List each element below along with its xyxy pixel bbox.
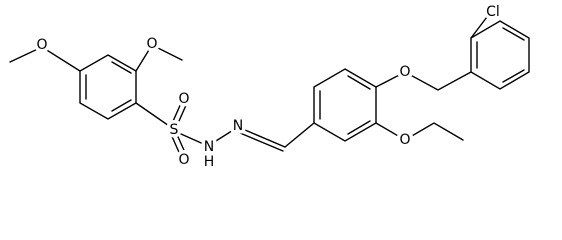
atom-label: O bbox=[178, 152, 189, 168]
molecule-diagram: O O S O O N H N O O Cl bbox=[9, 1, 530, 173]
atom-label: N bbox=[204, 139, 214, 155]
atom-label: Cl bbox=[486, 4, 500, 20]
bonds bbox=[9, 12, 530, 160]
atom-label: N bbox=[233, 118, 243, 134]
atom-label: O bbox=[146, 36, 157, 52]
atom-label: S bbox=[170, 122, 179, 138]
atom-label: O bbox=[399, 64, 410, 80]
atom-labels: O O S O O N H N O O Cl bbox=[33, 1, 503, 173]
atom-label: O bbox=[399, 132, 410, 148]
atom-label: H bbox=[204, 154, 215, 170]
atom-label: O bbox=[178, 91, 189, 107]
atom-label: O bbox=[36, 37, 47, 53]
